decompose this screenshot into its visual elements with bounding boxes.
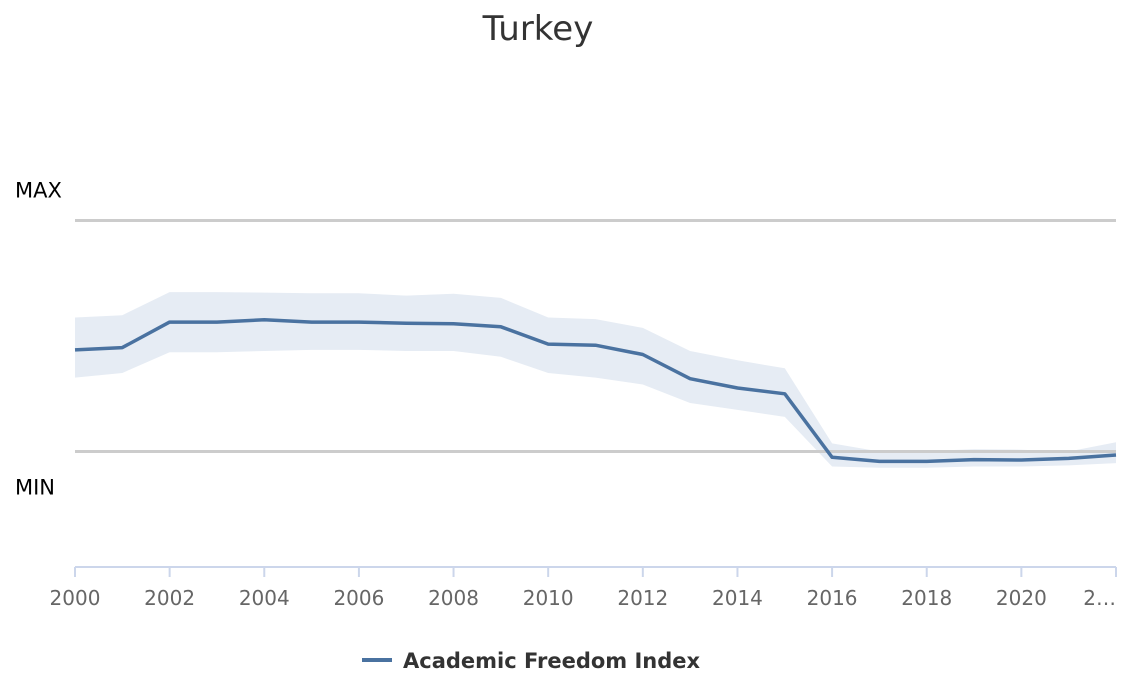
x-tick-label: 2020 xyxy=(996,586,1047,610)
x-tick-label: 2002 xyxy=(144,586,195,610)
series-line-layer xyxy=(74,318,1117,464)
x-tick-label: 2012 xyxy=(617,586,668,610)
series-line-academic-freedom-index xyxy=(74,318,1117,464)
chart-title: Turkey xyxy=(482,9,594,49)
plot-area: MAX MIN xyxy=(15,179,1117,500)
confidence-band xyxy=(75,292,1116,468)
reference-label-max: MAX xyxy=(15,179,62,203)
x-tick-label: 2014 xyxy=(712,586,763,610)
confidence-band-layer xyxy=(75,292,1116,468)
reference-label-min: MIN xyxy=(15,476,55,500)
x-tick-label: 2004 xyxy=(239,586,290,610)
reference-lines-layer: MAX MIN xyxy=(15,179,1116,500)
x-tick-label: 2008 xyxy=(428,586,479,610)
x-tick-label: 2… xyxy=(1083,586,1116,610)
x-tick-label: 2006 xyxy=(333,586,384,610)
x-axis: 2000 2002 2004 2006 2008 2010 2012 2014 2016 2018… xyxy=(50,566,1117,610)
x-tick-label: 2000 xyxy=(50,586,101,610)
legend-label: Academic Freedom Index xyxy=(403,649,701,673)
x-tick-label: 2018 xyxy=(901,586,952,610)
legend: Academic Freedom Index xyxy=(362,649,701,673)
x-tick-label: 2010 xyxy=(523,586,574,610)
x-tick-label: 2016 xyxy=(807,586,858,610)
